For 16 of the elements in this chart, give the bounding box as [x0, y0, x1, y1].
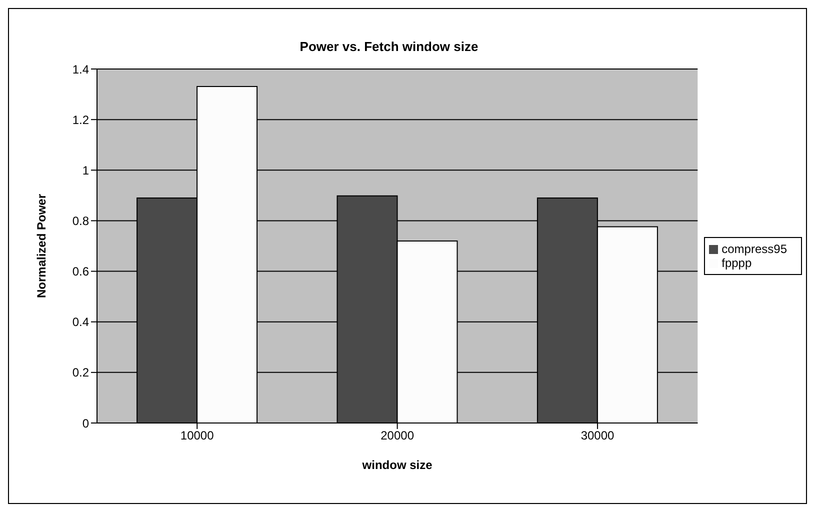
y-tick-label: 0.8 [72, 214, 90, 228]
y-tick-label: 0.4 [72, 315, 90, 330]
chart-title: Power vs. Fetch window size [298, 39, 480, 54]
y-tick-label: 0 [82, 416, 90, 430]
y-tick-label: 0.2 [72, 366, 90, 380]
y-tick-label: 1.4 [72, 62, 90, 76]
y-tick-label: 0.6 [72, 264, 90, 279]
x-tick-label: 10000 [180, 428, 214, 443]
y-tick-label: 1 [82, 163, 90, 178]
text: fpppp [722, 256, 752, 270]
y-tick-label: 1.2 [72, 112, 90, 127]
x-axis-title: window size [361, 458, 433, 472]
x-tick-label: 20000 [380, 428, 414, 443]
x-tick-label: 30000 [580, 428, 615, 443]
y-axis-title: Normalized Power [34, 194, 48, 298]
legend-label: compress95 [722, 242, 787, 256]
